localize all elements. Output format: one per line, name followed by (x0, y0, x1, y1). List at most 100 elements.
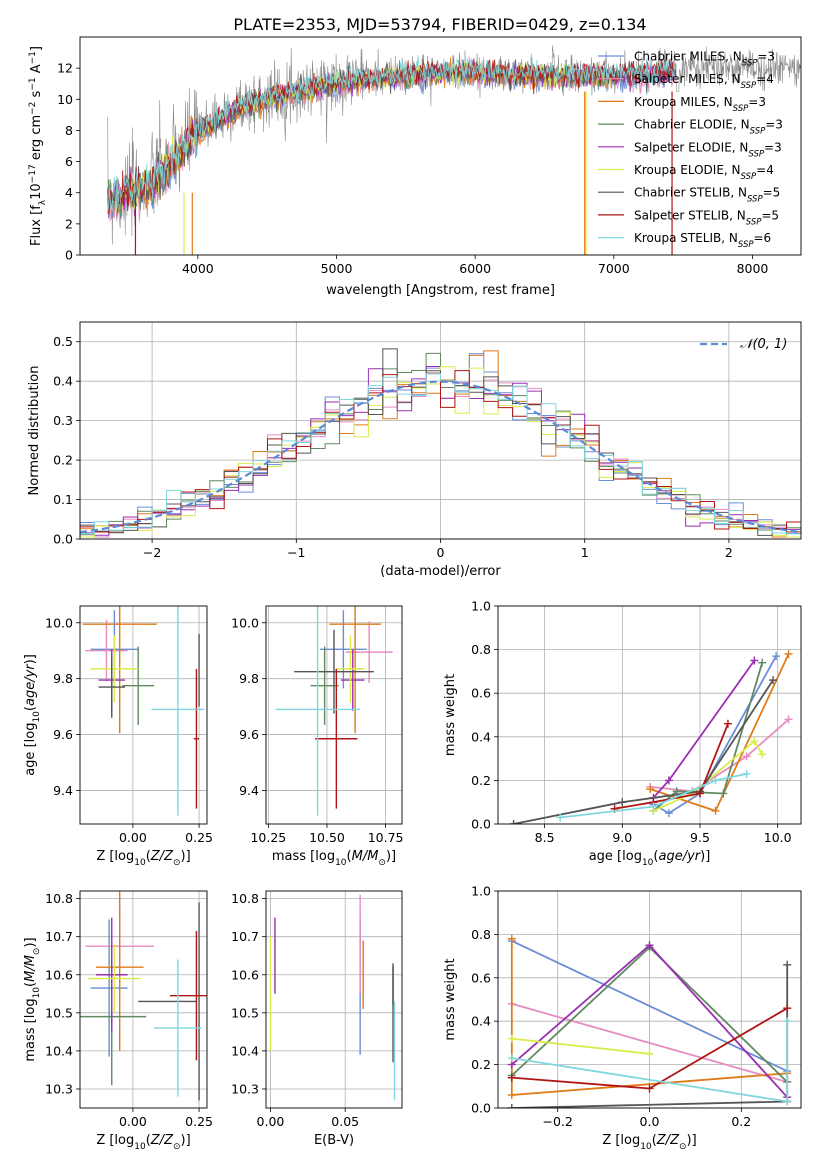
legend-label: Chabrier MILES, NSSP=3 (634, 50, 775, 69)
y-tick-label: 0.2 (53, 453, 73, 468)
error-bar-point (90, 919, 128, 1057)
error-bar-point (341, 649, 365, 711)
weight-marker (509, 820, 518, 824)
weight-marker (711, 776, 720, 785)
weight-marker (711, 806, 720, 815)
y-tick-label: 0.2 (471, 1057, 491, 1072)
y-tick-label: 10.0 (231, 615, 259, 630)
spectrum-legend: Chabrier MILES, NSSP=3 Salpeter MILES, NS… (598, 50, 783, 250)
weight-marker (664, 809, 673, 818)
x-tick-label: 10.25 (250, 830, 286, 845)
spectrum-xlabel: wavelength [Angstrom, rest frame] (326, 283, 555, 298)
weight-marker (664, 776, 673, 785)
weight-line (513, 679, 774, 824)
x-tick-label: 0.2 (731, 1114, 751, 1129)
weight-marker (507, 934, 516, 943)
mass-vs-EBV-axes: 0.00 0.05 10.3 10.4 10.5 10.6 10.7 10.8 (231, 891, 402, 1129)
mass-vs-EBV-frame (265, 890, 403, 1109)
residuals-ylabel: Normed distribution (27, 366, 42, 496)
y-tick-label: 0.1 (53, 492, 73, 507)
weight-line (511, 1037, 650, 1055)
error-bar-point (294, 629, 374, 714)
residuals-axes: −2 −1 0 1 2 0.0 0.1 0.2 0.3 0.4 0.5 (53, 322, 801, 560)
legend-label: 𝒩(0, 1) (740, 337, 787, 352)
age-vs-mass-axes: 10.25 10.50 10.75 9.4 9.6 9.8 10.0 (231, 606, 403, 845)
residuals-frame (79, 321, 802, 540)
y-tick-label: 10.5 (231, 1005, 259, 1020)
weight-marker (750, 656, 759, 665)
x-tick-label: 8000 (737, 261, 769, 276)
weight-marker (783, 1097, 792, 1106)
y-tick-label: 9.6 (239, 727, 259, 742)
x-tick-label: 10.75 (368, 830, 404, 845)
age-vs-Z-frame (79, 605, 208, 825)
age-vs-Z-plot (82, 606, 205, 816)
mass-vs-Z-frame (79, 890, 208, 1109)
error-bar-point (85, 619, 128, 682)
weight-vs-age-plot (509, 649, 793, 824)
error-bar-point (319, 610, 367, 689)
y-tick-label: 4 (65, 185, 73, 200)
legend-label: Kroupa STELIB, NSSP=6 (634, 231, 771, 250)
error-bar-point (87, 944, 141, 1013)
legend-label: Kroupa ELODIE, NSSP=4 (634, 163, 774, 182)
legend-label: Salpeter ELODIE, NSSP=3 (634, 140, 782, 159)
weight-vs-Z-xlabel: Z [log10(Z/Z⊙)] (602, 1133, 696, 1152)
weight-marker (618, 798, 627, 807)
y-tick-label: 9.8 (239, 671, 259, 686)
y-tick-label: 10 (57, 92, 73, 107)
weight-marker (645, 1049, 654, 1058)
error-bar-point (169, 930, 207, 1061)
y-tick-label: 9.8 (53, 671, 73, 686)
y-tick-label: 0.6 (471, 970, 491, 985)
spectrum-ylabel: Flux [fλ10−17 erg cm−2 s−1 A−1] (28, 46, 48, 246)
error-bar-point (95, 917, 128, 1032)
weight-marker (649, 802, 658, 811)
weight-line (511, 940, 788, 1072)
weight-marker (769, 676, 778, 685)
y-tick-label: 9.4 (53, 783, 73, 798)
y-tick-label: 10.3 (45, 1081, 73, 1096)
error-bar-point (95, 891, 144, 1051)
age-vs-mass-xlabel: mass [log10(M/M⊙)] (272, 849, 396, 868)
weight-vs-Z-frame (497, 890, 802, 1109)
x-tick-label: 0.05 (331, 1114, 359, 1129)
legend-label: Salpeter STELIB, NSSP=5 (634, 208, 779, 227)
y-tick-label: 10.4 (231, 1043, 259, 1058)
y-tick-label: 0.8 (471, 642, 491, 657)
weight-vs-age-frame (497, 605, 802, 825)
weight-marker (507, 1054, 516, 1063)
x-tick-label: 1 (581, 545, 589, 560)
mass-vs-Z-ylabel: mass [log10(M/M⊙)] (23, 937, 42, 1061)
residuals-plot (80, 348, 801, 539)
y-tick-label: 0.4 (471, 729, 491, 744)
error-bar-point (329, 606, 381, 734)
weight-marker (784, 715, 793, 724)
y-tick-label: 0.0 (471, 1101, 491, 1116)
spectrum-axes: 4000 5000 6000 7000 8000 0 2 4 6 8 10 12 (57, 61, 768, 276)
weight-marker (783, 960, 792, 969)
weight-marker (645, 941, 654, 950)
mass-vs-EBV-xlabel: E(B-V) (314, 1133, 354, 1148)
weight-marker (723, 719, 732, 728)
x-tick-label: 4000 (182, 261, 214, 276)
y-tick-label: 0.3 (53, 413, 73, 428)
mass-vs-Z-plot (80, 891, 207, 1101)
legend-label: Chabrier STELIB, NSSP=5 (634, 186, 780, 205)
age-vs-Z-ylabel: age [log10(age/yr)] (23, 654, 42, 776)
weight-marker (507, 1034, 516, 1043)
x-tick-label: 9.5 (690, 830, 710, 845)
error-bar-point (98, 656, 125, 718)
y-tick-label: 10.7 (231, 929, 259, 944)
weight-marker (742, 769, 751, 778)
y-tick-label: 10.6 (231, 967, 259, 982)
age-vs-Z-xlabel: Z [log10(Z/Z⊙)] (96, 849, 190, 868)
residual-histogram (80, 348, 801, 539)
weight-line (650, 653, 790, 813)
y-tick-label: 9.4 (239, 783, 259, 798)
weight-line (511, 1002, 788, 1083)
y-tick-label: 12 (57, 61, 73, 76)
x-tick-label: 0.00 (119, 830, 147, 845)
age-vs-mass-plot (275, 606, 393, 816)
